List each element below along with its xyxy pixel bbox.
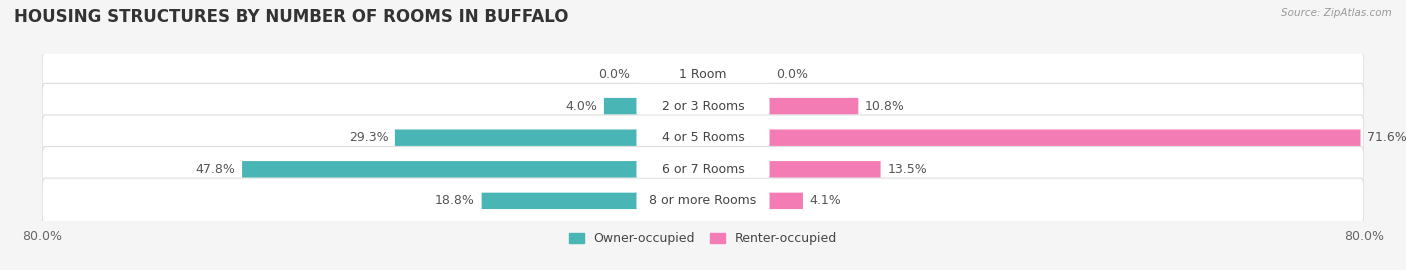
FancyBboxPatch shape [605, 98, 637, 114]
Text: HOUSING STRUCTURES BY NUMBER OF ROOMS IN BUFFALO: HOUSING STRUCTURES BY NUMBER OF ROOMS IN… [14, 8, 568, 26]
Text: 47.8%: 47.8% [195, 163, 235, 176]
FancyBboxPatch shape [637, 66, 769, 83]
Text: 29.3%: 29.3% [349, 131, 388, 144]
Text: Source: ZipAtlas.com: Source: ZipAtlas.com [1281, 8, 1392, 18]
FancyBboxPatch shape [482, 193, 637, 209]
FancyBboxPatch shape [42, 83, 1364, 129]
Text: 71.6%: 71.6% [1367, 131, 1406, 144]
FancyBboxPatch shape [242, 161, 637, 177]
FancyBboxPatch shape [637, 161, 769, 177]
Text: 13.5%: 13.5% [887, 163, 927, 176]
FancyBboxPatch shape [42, 178, 1364, 224]
Text: 4.1%: 4.1% [810, 194, 841, 207]
Text: 10.8%: 10.8% [865, 100, 905, 113]
Legend: Owner-occupied, Renter-occupied: Owner-occupied, Renter-occupied [568, 232, 838, 245]
FancyBboxPatch shape [769, 161, 880, 177]
Text: 6 or 7 Rooms: 6 or 7 Rooms [662, 163, 744, 176]
FancyBboxPatch shape [637, 193, 769, 209]
Text: 4 or 5 Rooms: 4 or 5 Rooms [662, 131, 744, 144]
Text: 0.0%: 0.0% [599, 68, 630, 81]
FancyBboxPatch shape [769, 98, 858, 114]
Text: 2 or 3 Rooms: 2 or 3 Rooms [662, 100, 744, 113]
FancyBboxPatch shape [42, 147, 1364, 192]
FancyBboxPatch shape [42, 115, 1364, 160]
Text: 4.0%: 4.0% [565, 100, 598, 113]
Text: 8 or more Rooms: 8 or more Rooms [650, 194, 756, 207]
Text: 0.0%: 0.0% [776, 68, 807, 81]
FancyBboxPatch shape [769, 193, 803, 209]
FancyBboxPatch shape [637, 98, 769, 114]
Text: 18.8%: 18.8% [434, 194, 475, 207]
FancyBboxPatch shape [395, 130, 637, 146]
Text: 1 Room: 1 Room [679, 68, 727, 81]
FancyBboxPatch shape [42, 52, 1364, 97]
FancyBboxPatch shape [637, 130, 769, 146]
FancyBboxPatch shape [769, 130, 1361, 146]
